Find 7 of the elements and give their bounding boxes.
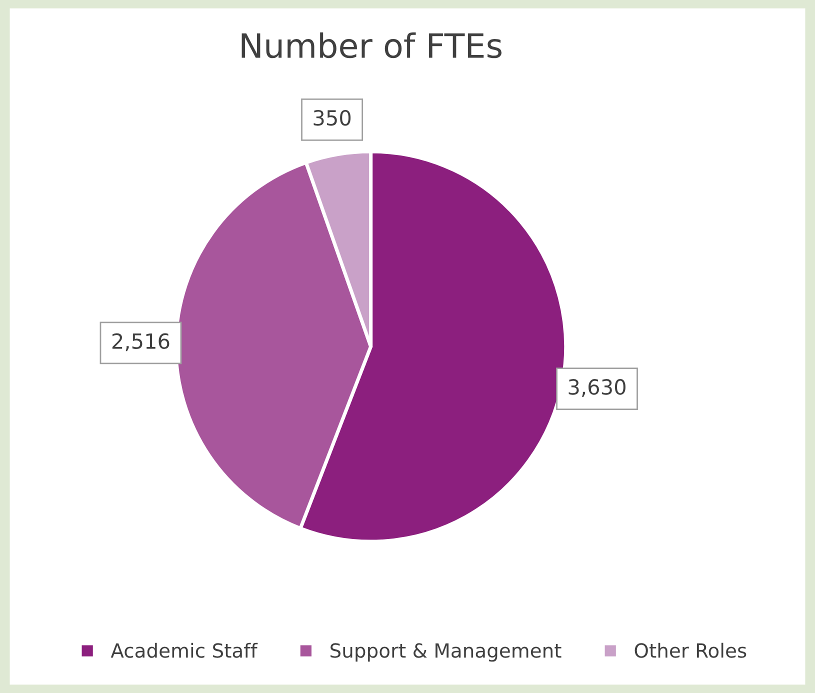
chart-title: Number of FTEs bbox=[242, 32, 502, 58]
legend-label: Academic Staff bbox=[110, 642, 258, 658]
legend-label: Support & Management bbox=[330, 643, 562, 662]
data-label: 350 bbox=[314, 110, 351, 126]
legend-label: Other Roles bbox=[634, 642, 746, 658]
data-label: 3,630 bbox=[568, 379, 626, 397]
data-label: 2,516 bbox=[112, 333, 170, 352]
